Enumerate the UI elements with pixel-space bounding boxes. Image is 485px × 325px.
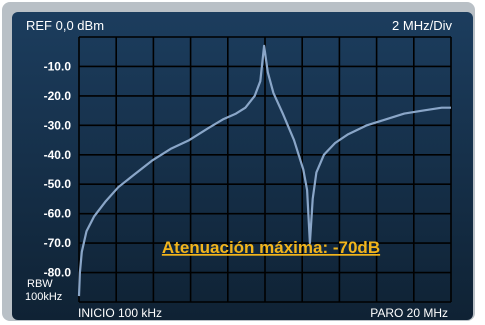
y-tick-label: -20.0: [44, 89, 72, 103]
y-tick-label: -70.0: [44, 236, 72, 250]
ref-level-label: REF 0,0 dBm: [26, 18, 104, 33]
y-tick-label: -60.0: [44, 207, 72, 221]
rbw-label: RBW: [27, 278, 53, 290]
y-tick-label: -30.0: [44, 118, 72, 132]
stop-frequency-label: PARO 20 MHz: [370, 306, 448, 320]
y-tick-label: -80.0: [44, 266, 72, 280]
y-tick-label: -40.0: [44, 148, 72, 162]
y-tick-labels: -10.0 -20.0 -30.0 -40.0 -50.0 -60.0 -70.0 -80.0: [44, 59, 72, 279]
max-attenuation-annotation: Atenuación máxima: -70dB: [162, 238, 380, 257]
analyzer-screen: [12, 12, 473, 320]
y-tick-label: -10.0: [44, 59, 72, 73]
div-scale-label: 2 MHz/Div: [392, 18, 452, 33]
start-frequency-label: INICIO 100 kHz: [78, 306, 162, 320]
rbw-value: 100kHz: [25, 291, 62, 303]
y-tick-label: -50.0: [44, 177, 72, 191]
plot-grid: [78, 36, 452, 303]
spectrum-trace: [77, 44, 451, 297]
